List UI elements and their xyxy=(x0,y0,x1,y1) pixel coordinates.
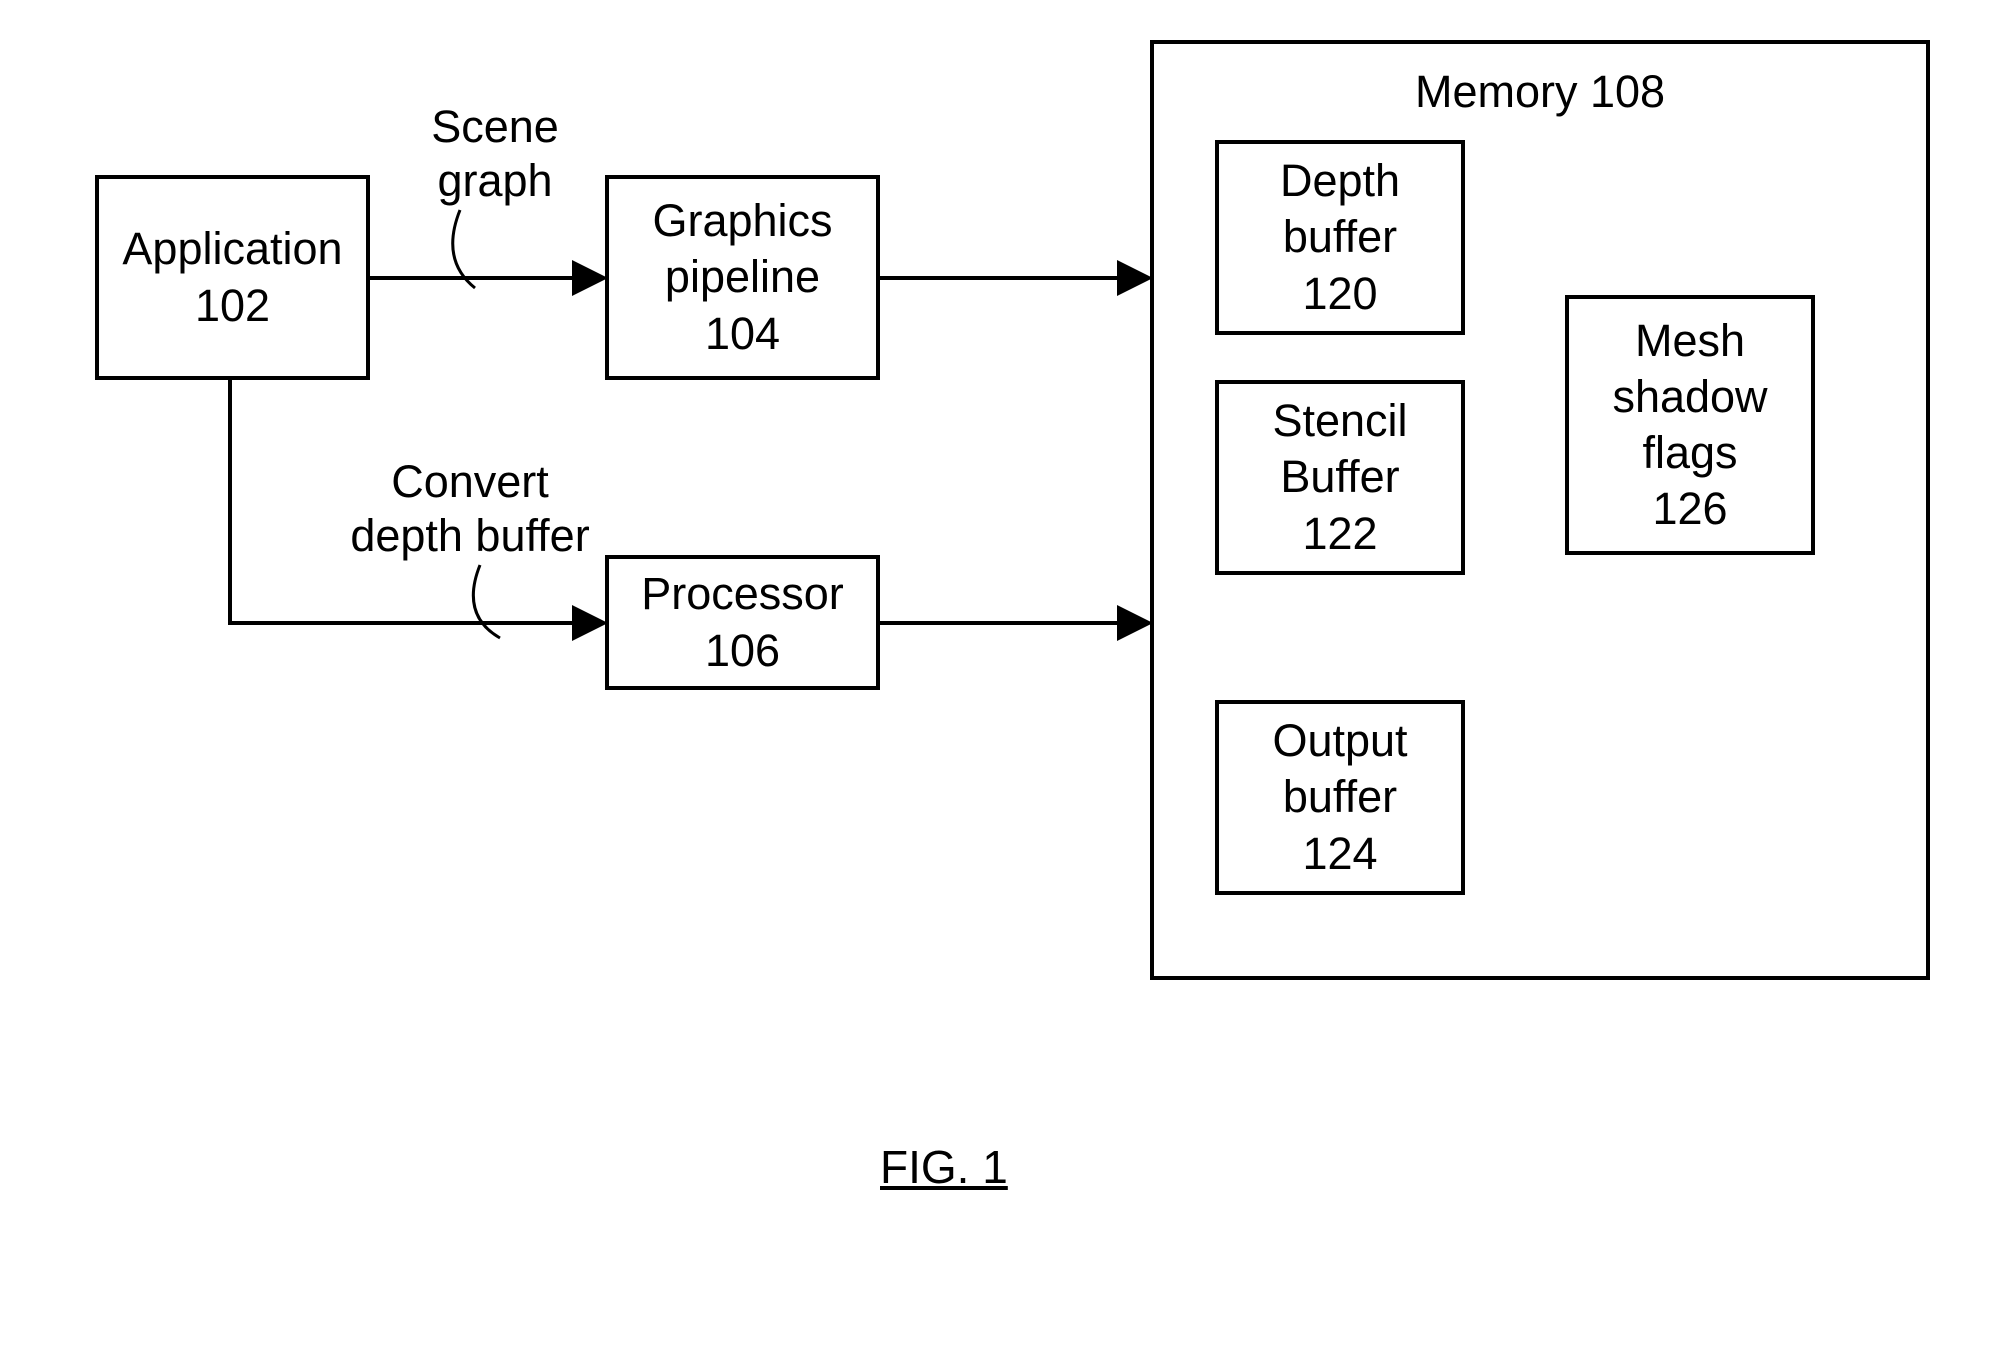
node-mesh-line3: flags xyxy=(1642,425,1737,481)
edge-label-scene-graph-line2: graph xyxy=(385,154,605,208)
edge-label-convert-depth-line1: Convert xyxy=(320,455,620,509)
edge-label-scene-graph: Scene graph xyxy=(385,100,605,208)
node-output-line3: 124 xyxy=(1302,826,1377,882)
leader-convert-depth xyxy=(473,565,500,638)
node-pipeline: Graphics pipeline 104 xyxy=(605,175,880,380)
node-depth-line1: Depth xyxy=(1280,153,1400,209)
node-pipeline-line3: 104 xyxy=(705,306,780,362)
node-processor-line1: Processor xyxy=(641,566,844,622)
node-pipeline-line1: Graphics xyxy=(652,193,832,249)
node-mesh-line4: 126 xyxy=(1652,481,1727,537)
node-application-line1: Application xyxy=(122,221,342,277)
node-application-line2: 102 xyxy=(195,278,270,334)
node-output-line1: Output xyxy=(1272,713,1407,769)
node-processor-line2: 106 xyxy=(705,623,780,679)
node-memory-title: Memory 108 xyxy=(1415,64,1665,120)
node-stencil-line2: Buffer xyxy=(1280,449,1399,505)
edge-label-convert-depth-line2: depth buffer xyxy=(320,509,620,563)
leader-scene-graph xyxy=(453,210,475,288)
node-mesh-line2: shadow xyxy=(1612,369,1767,425)
node-stencil: Stencil Buffer 122 xyxy=(1215,380,1465,575)
node-pipeline-line2: pipeline xyxy=(665,249,820,305)
node-output: Output buffer 124 xyxy=(1215,700,1465,895)
node-depth-line3: 120 xyxy=(1302,266,1377,322)
node-processor: Processor 106 xyxy=(605,555,880,690)
node-stencil-line1: Stencil xyxy=(1272,393,1407,449)
edge-label-convert-depth: Convert depth buffer xyxy=(320,455,620,563)
node-depth-line2: buffer xyxy=(1283,209,1397,265)
node-output-line2: buffer xyxy=(1283,769,1397,825)
node-mesh: Mesh shadow flags 126 xyxy=(1565,295,1815,555)
node-depth: Depth buffer 120 xyxy=(1215,140,1465,335)
node-mesh-line1: Mesh xyxy=(1635,313,1745,369)
node-stencil-line3: 122 xyxy=(1302,506,1377,562)
figure-caption: FIG. 1 xyxy=(880,1140,1008,1194)
figure-caption-text: FIG. 1 xyxy=(880,1141,1008,1193)
edge-label-scene-graph-line1: Scene xyxy=(385,100,605,154)
node-application: Application 102 xyxy=(95,175,370,380)
